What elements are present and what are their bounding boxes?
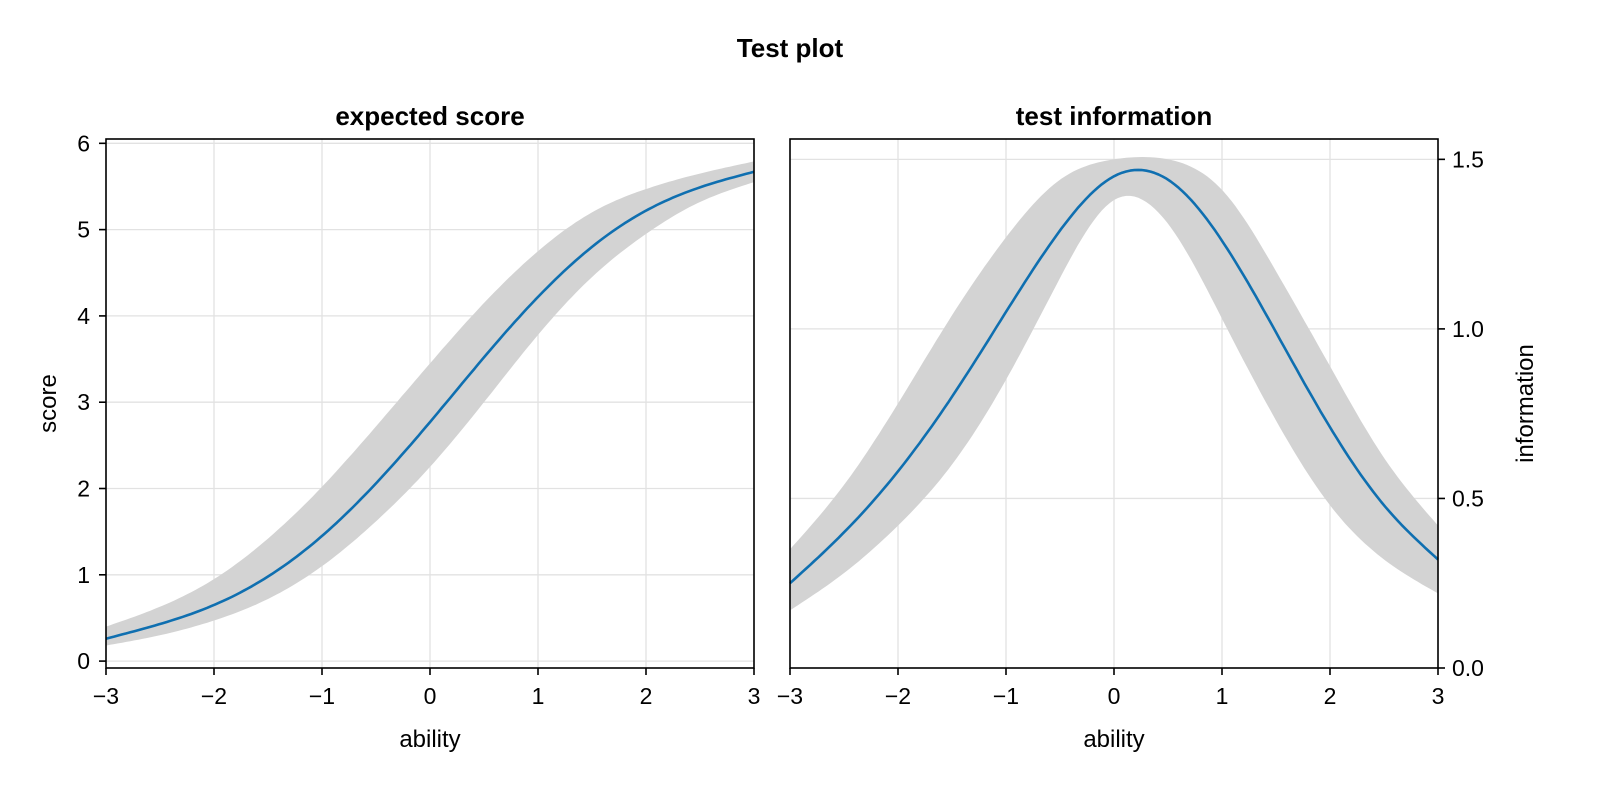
x-tick-label: 2 xyxy=(640,683,653,709)
y-axis-label: score xyxy=(35,374,62,433)
x-axis-label: ability xyxy=(1083,726,1144,753)
x-tick-label: −2 xyxy=(201,683,227,709)
x-tick-label: 0 xyxy=(1108,683,1121,709)
x-tick-label: 2 xyxy=(1324,683,1337,709)
y-tick-label: 2 xyxy=(77,476,90,502)
y-tick-label: 0.0 xyxy=(1452,655,1484,681)
y-tick-label: 1 xyxy=(77,562,90,588)
y-tick-label: 0.5 xyxy=(1452,485,1484,511)
uncertainty-band xyxy=(790,157,1438,611)
y-tick-label: 5 xyxy=(77,217,90,243)
x-tick-label: −2 xyxy=(885,683,911,709)
x-tick-label: 0 xyxy=(424,683,437,709)
expected-score-panel: −3 −2 −1 0 1 2 3 0 1 2 3 4 5 6 expected score ability sc… xyxy=(35,101,760,753)
x-tick-label: −1 xyxy=(309,683,335,709)
y-tick-label: 3 xyxy=(77,389,90,415)
x-tick-label: −3 xyxy=(93,683,119,709)
y-tick-label: 0 xyxy=(77,648,90,674)
mean-curve xyxy=(105,170,755,640)
panel-title: expected score xyxy=(335,101,524,131)
test-information-panel: −3 −2 −1 0 1 2 3 0.0 0.5 1.0 1.5 test information ab… xyxy=(777,101,1539,753)
y-tick-label: 6 xyxy=(77,130,90,156)
x-tick-label: 3 xyxy=(748,683,761,709)
x-tick-label: −1 xyxy=(993,683,1019,709)
figure-title: Test plot xyxy=(737,33,844,63)
panel-title: test information xyxy=(1016,101,1212,131)
y-axis-label: information xyxy=(1512,344,1539,463)
y-tick-label: 1.0 xyxy=(1452,316,1484,342)
y-tick-label: 1.5 xyxy=(1452,146,1484,172)
y-tick-label: 4 xyxy=(77,303,90,329)
x-axis-label: ability xyxy=(399,726,460,753)
uncertainty-band xyxy=(106,161,754,646)
x-tick-label: 3 xyxy=(1432,683,1445,709)
mean-curve xyxy=(789,168,1439,585)
x-tick-label: 1 xyxy=(532,683,545,709)
x-tick-label: −3 xyxy=(777,683,803,709)
x-tick-label: 1 xyxy=(1216,683,1229,709)
